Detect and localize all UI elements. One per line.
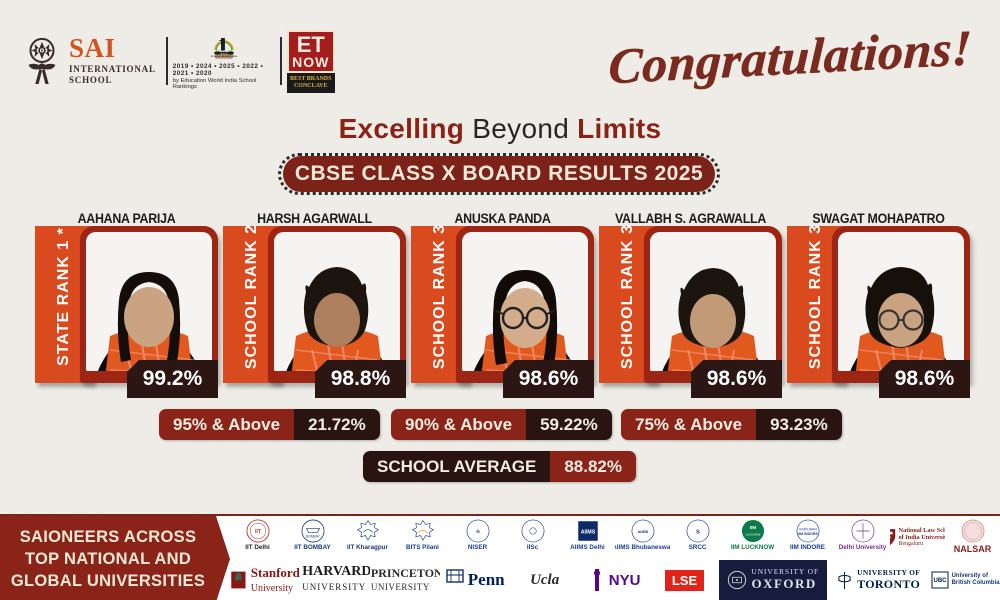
svg-text:N: N xyxy=(476,529,479,534)
svg-text:IIM: IIM xyxy=(749,525,756,530)
svg-text:AIIMS: AIIMS xyxy=(637,529,648,534)
svg-text:IIT: IIT xyxy=(254,529,261,535)
svg-text:UBC: UBC xyxy=(933,578,947,584)
svg-text:BOMBAY: BOMBAY xyxy=(306,535,320,539)
svg-text:भारतीय संस्थान: भारतीय संस्थान xyxy=(798,527,816,531)
svg-text:S: S xyxy=(696,530,700,536)
svg-text:AIIMS: AIIMS xyxy=(580,530,595,536)
svg-text:IIM INDORE: IIM INDORE xyxy=(798,532,818,536)
svg-text:LUCKNOW: LUCKNOW xyxy=(745,533,760,537)
